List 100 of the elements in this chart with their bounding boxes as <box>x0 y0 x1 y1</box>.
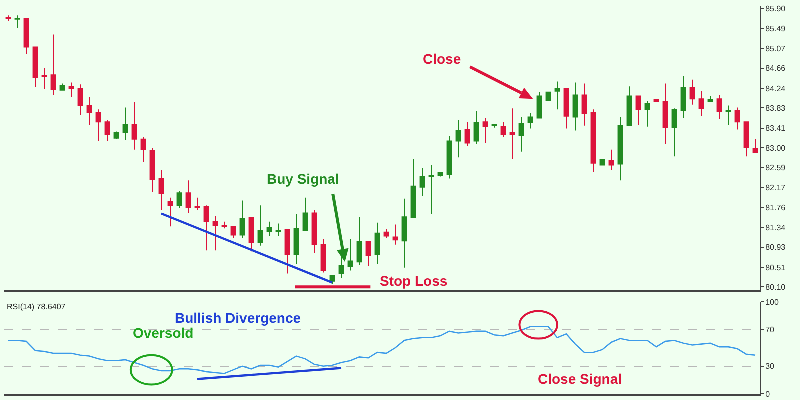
candlestick <box>14 15 20 29</box>
candlestick <box>410 159 416 219</box>
candlestick <box>438 172 444 178</box>
candlestick <box>582 83 588 126</box>
y-tick-label: 83.41 <box>766 124 786 134</box>
candlestick <box>662 83 668 145</box>
candlestick <box>114 131 120 140</box>
candlestick <box>294 214 300 265</box>
y-tick-label: 83.83 <box>766 104 786 113</box>
candlestick <box>608 149 614 171</box>
candlestick <box>402 198 408 268</box>
candlestick <box>6 15 12 22</box>
candlestick <box>420 168 426 196</box>
candlestick <box>392 224 398 246</box>
candlestick <box>320 238 326 274</box>
annotation: Oversold <box>133 325 194 341</box>
y-tick-label: 81.76 <box>766 203 786 212</box>
candlestick <box>302 197 308 232</box>
chart-title: RSI(14) 78.6407 <box>7 302 66 312</box>
y-tick-label: 82.59 <box>766 163 786 172</box>
annotation: Close Signal <box>538 371 622 387</box>
candlestick <box>636 96 642 126</box>
annotation: Close <box>423 51 462 67</box>
y-tick-label: 70 <box>766 325 776 334</box>
candlestick <box>734 107 740 130</box>
y-tick-label: 80.93 <box>766 243 786 252</box>
candlestick <box>24 18 30 54</box>
candlestick <box>752 138 758 154</box>
candlestick <box>204 205 210 252</box>
y-tick-label: 85.07 <box>766 44 786 54</box>
candlestick <box>690 79 696 106</box>
candlestick <box>78 84 84 116</box>
y-tick-label: 82.17 <box>766 184 786 193</box>
candlestick <box>366 240 372 267</box>
y-tick-label: 83.00 <box>766 144 786 153</box>
candlestick <box>564 88 570 130</box>
candlestick <box>428 164 434 215</box>
candlestick <box>42 68 48 90</box>
candlestick <box>698 90 704 117</box>
candlestick <box>482 118 488 144</box>
candlestick <box>266 221 272 237</box>
candlestick <box>726 105 732 126</box>
y-tick-label: 85.90 <box>766 4 786 14</box>
candlestick <box>528 112 534 130</box>
candlestick <box>176 190 182 209</box>
annotation: Bullish Divergence <box>175 310 302 326</box>
candlestick <box>240 200 246 239</box>
y-tick-label: 84.24 <box>766 84 786 94</box>
candlestick <box>258 205 264 246</box>
candlestick <box>572 82 578 132</box>
candlestick <box>222 221 228 230</box>
candlestick <box>248 218 254 252</box>
candlestick <box>374 222 380 265</box>
candlestick <box>384 229 390 239</box>
candlestick <box>96 109 102 142</box>
annotation: Buy Signal <box>267 171 340 187</box>
candlestick <box>356 216 362 266</box>
candlestick <box>212 216 218 252</box>
y-tick-label: 80.51 <box>766 263 786 272</box>
candlestick <box>626 86 632 126</box>
candlestick <box>284 229 290 274</box>
candlestick <box>518 116 524 152</box>
candlestick <box>644 100 650 128</box>
candlestick <box>680 76 686 119</box>
candlestick <box>186 180 192 214</box>
candlestick <box>104 120 110 142</box>
y-tick-label: 81.34 <box>766 223 786 232</box>
candlestick <box>32 46 38 88</box>
candlestick <box>744 122 750 158</box>
candlestick <box>140 136 146 163</box>
candlestick <box>492 124 498 128</box>
candlestick <box>50 34 56 96</box>
candlestick <box>68 82 74 98</box>
candlestick <box>60 83 66 91</box>
candlestick <box>464 122 470 147</box>
candlestick <box>716 94 722 120</box>
candlestick <box>312 210 318 254</box>
candlestick <box>150 148 156 193</box>
candlestick <box>132 101 138 150</box>
candlestick <box>456 120 462 158</box>
candlestick <box>536 92 542 119</box>
candlestick <box>348 238 354 272</box>
y-tick-label: 80.10 <box>766 282 786 292</box>
candlestick <box>554 81 560 110</box>
candlestick <box>474 111 480 145</box>
candlestick <box>122 107 128 141</box>
candlestick <box>446 136 452 180</box>
candlestick <box>600 159 606 166</box>
candlestick <box>194 197 200 211</box>
candlestick <box>158 170 164 211</box>
candlestick <box>618 116 624 182</box>
y-tick-label: 85.49 <box>766 24 786 34</box>
candlestick <box>168 197 174 228</box>
candlestick <box>86 96 92 126</box>
y-tick-label: 0 <box>766 390 771 399</box>
y-tick-label: 100 <box>766 298 780 307</box>
candlestick <box>590 109 596 172</box>
candlestick <box>672 108 678 158</box>
candlestick <box>276 223 282 237</box>
candlestick <box>708 96 714 102</box>
